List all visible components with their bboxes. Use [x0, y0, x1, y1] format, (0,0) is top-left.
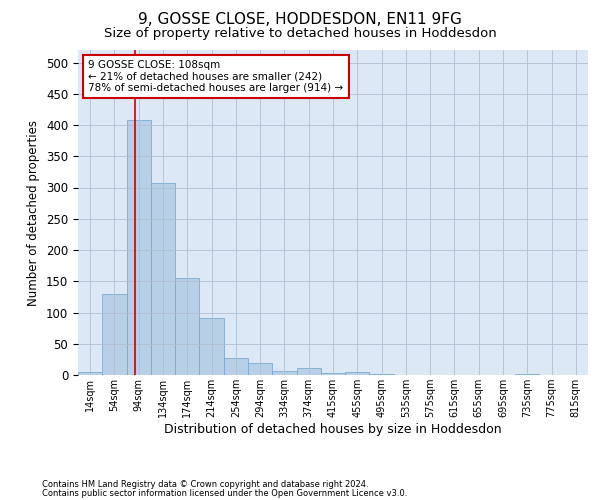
Bar — [199, 318, 224, 375]
Text: 9 GOSSE CLOSE: 108sqm
← 21% of detached houses are smaller (242)
78% of semi-det: 9 GOSSE CLOSE: 108sqm ← 21% of detached … — [88, 60, 343, 93]
Bar — [370, 374, 394, 375]
Bar — [151, 182, 175, 375]
Bar — [248, 362, 272, 375]
Bar — [127, 120, 151, 375]
Bar — [175, 278, 199, 375]
Bar — [102, 294, 127, 375]
Bar — [345, 372, 370, 375]
Text: 9, GOSSE CLOSE, HODDESDON, EN11 9FG: 9, GOSSE CLOSE, HODDESDON, EN11 9FG — [138, 12, 462, 28]
Bar — [515, 374, 539, 375]
Bar — [78, 372, 102, 375]
Bar — [224, 358, 248, 375]
Text: Contains public sector information licensed under the Open Government Licence v3: Contains public sector information licen… — [42, 488, 407, 498]
Y-axis label: Number of detached properties: Number of detached properties — [28, 120, 40, 306]
Bar — [296, 368, 321, 375]
X-axis label: Distribution of detached houses by size in Hoddesdon: Distribution of detached houses by size … — [164, 423, 502, 436]
Text: Contains HM Land Registry data © Crown copyright and database right 2024.: Contains HM Land Registry data © Crown c… — [42, 480, 368, 489]
Bar — [272, 370, 296, 375]
Text: Size of property relative to detached houses in Hoddesdon: Size of property relative to detached ho… — [104, 28, 496, 40]
Bar — [321, 373, 345, 375]
